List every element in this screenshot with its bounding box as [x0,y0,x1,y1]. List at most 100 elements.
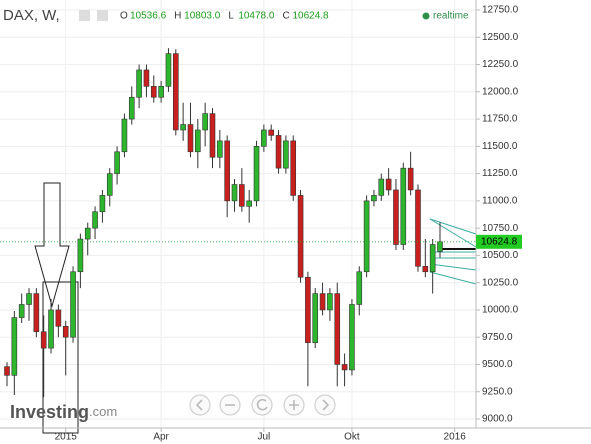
candle-body [393,189,399,245]
candle-body [209,113,216,158]
fan-line [429,218,477,235]
candle-body [305,276,311,343]
field-name: C [282,11,289,22]
box-drawing [42,281,79,434]
candle-body [92,211,98,229]
y-tick-label: 10250.0 [482,277,519,288]
x-tick-label: Apr [153,432,169,443]
candle-body [84,227,91,240]
candle-body [319,293,326,311]
arrow-drawing [34,182,70,308]
field-name: H [174,11,181,22]
candle-body [62,325,69,338]
candle-body [128,96,135,120]
candle-body [143,69,150,87]
candle-body [70,271,76,338]
reset[interactable] [251,394,273,416]
candle-body [312,293,319,343]
y-tick-label: 9000.0 [482,414,513,425]
x-tick-label: Okt [344,432,360,443]
candle-body [349,304,355,371]
field-value: 10624.8 [292,11,329,22]
candle-body [99,195,106,213]
field-name: O [120,11,128,22]
candle-body [231,184,238,202]
y-tick-label: 12500.0 [482,32,519,43]
candle-body [268,129,275,136]
fan-line [429,218,477,248]
candle-body [363,200,370,273]
icon [322,399,330,411]
y-tick-label: 9500.0 [482,359,513,370]
candle-body [180,124,186,131]
last-price-label: 10624.8 [481,236,518,247]
drawings [34,182,477,434]
y-tick-label: 10500.0 [482,250,519,261]
candle-body [437,241,443,252]
candle-body [18,304,25,318]
y-tick-label: 11250.0 [482,168,518,179]
last-price-tag [476,234,522,249]
icon[interactable] [79,10,90,21]
icon [195,399,203,411]
candle-body [261,129,267,147]
candle-body [429,244,436,273]
realtime-dot [422,12,430,20]
y-tick-label: 10000.0 [482,305,519,316]
y-tick-label: 12000.0 [482,86,519,97]
x-tick-label: Jul [257,432,270,443]
candle-body [253,146,260,202]
fib-fan [429,218,477,285]
field-value: 10478.0 [238,11,275,22]
y-tick-label: 11000.0 [482,196,518,207]
realtime: realtime [433,11,469,22]
candle-body [121,118,128,153]
y-tick-label: 10750.0 [482,223,519,234]
scroll-left[interactable] [189,394,211,416]
y-tick-label: 11750.0 [482,114,518,125]
icon [289,400,299,410]
y-tick-label: 12250.0 [482,59,519,70]
candle-body [415,189,421,267]
candle-body [407,167,414,191]
candle-body [246,200,252,207]
y-tick-label: 11500.0 [482,141,518,152]
icon[interactable] [97,10,108,21]
field-name: L [228,11,234,22]
candle-body [172,53,179,131]
axis: 9000.0 9250.0 9500.0 9750.0 10000.0 10250.0 10… [0,5,522,443]
nav-buttons [189,394,336,416]
logo-brand: Investing [10,402,89,422]
field-value: 10536.6 [130,11,167,22]
candle-body [40,331,47,349]
y-tick-label: 9750.0 [482,332,513,343]
header: DAX, W, O 10536.6 H 10803.0 L 10478.0 C 10624.8… [3,7,469,24]
candle-body [297,195,304,278]
x-tick-label: 2015 [55,432,78,443]
candle-body [334,293,341,365]
candle-body [327,293,333,311]
logo-suffix: .com [89,404,117,419]
scroll-right[interactable] [314,394,336,416]
symbol: DAX, W, [3,7,60,24]
candle-body [400,167,407,245]
candle-body [356,271,363,305]
candle-body [275,135,282,169]
candle-body [4,366,10,376]
candle-body [136,69,142,98]
logo: Investing.com [10,402,117,422]
candle-body [114,151,120,174]
x-tick-label: 2016 [444,432,467,443]
fan-line [429,263,477,271]
icon [256,398,268,411]
candles [4,48,443,398]
candle-body [195,129,201,153]
candle-body [165,53,172,87]
candle-body [150,86,157,98]
candle-body [371,195,377,202]
candle-body [378,178,385,196]
candle-body [202,113,208,131]
candle-body [33,293,40,333]
